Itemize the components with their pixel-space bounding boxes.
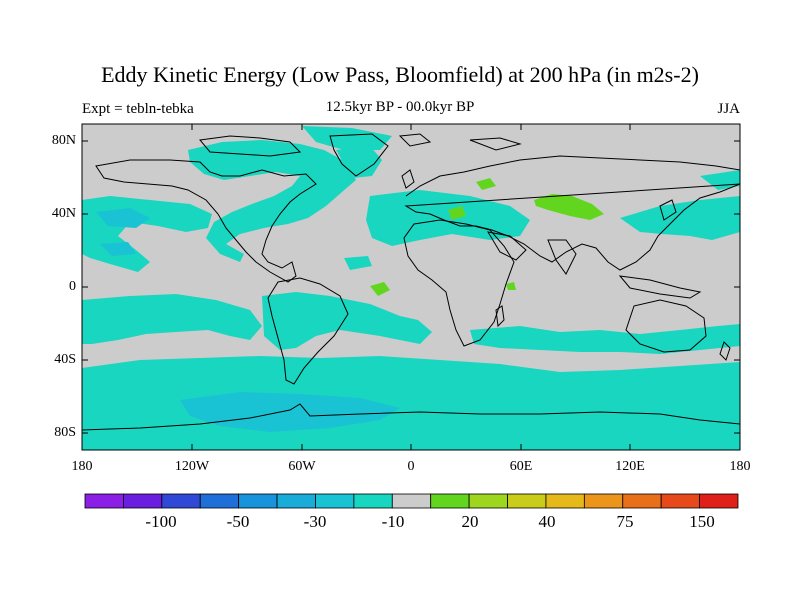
coastline-south-america bbox=[267, 277, 349, 385]
coastline-greenland bbox=[329, 133, 389, 177]
y-axis-ticks bbox=[82, 140, 740, 434]
colorbar-swatch bbox=[507, 493, 547, 509]
anomaly-region-south-america bbox=[262, 292, 432, 350]
colorbar-label: -100 bbox=[145, 512, 177, 531]
y-tick-label: 80S bbox=[54, 425, 76, 440]
x-tick-label: 120E bbox=[615, 459, 645, 474]
y-tick-label: 40N bbox=[51, 206, 76, 221]
y-tick-label: 80N bbox=[51, 133, 76, 148]
colorbar-swatch bbox=[699, 493, 739, 509]
colorbar-swatch bbox=[391, 493, 432, 509]
coastline-antarctica bbox=[82, 403, 740, 431]
colorbar-label: 40 bbox=[538, 512, 556, 531]
coastline-madagascar bbox=[495, 305, 505, 328]
colorbar-swatch bbox=[583, 493, 624, 509]
colorbar-label: 75 bbox=[616, 512, 634, 531]
x-tick-label: 180 bbox=[729, 459, 751, 474]
anomaly-region-atlantic-small bbox=[344, 256, 372, 270]
y-tick-label: 0 bbox=[69, 279, 76, 294]
x-tick-label: 60E bbox=[509, 459, 533, 474]
colorbar-swatch bbox=[430, 493, 470, 509]
x-axis-ticks bbox=[191, 124, 631, 450]
anomaly-region-greenland bbox=[336, 146, 382, 178]
strong-anomaly-region-north-pacific-south bbox=[100, 242, 136, 256]
colorbar bbox=[84, 493, 739, 509]
colorbar-swatch bbox=[468, 493, 508, 509]
strong-anomaly-region-antarctic bbox=[180, 392, 400, 432]
coastline-north-america bbox=[95, 159, 317, 283]
strong-anomaly-region-west-pacific bbox=[96, 208, 150, 228]
colorbar-swatch bbox=[238, 493, 278, 509]
coastline-new-zealand bbox=[719, 341, 731, 361]
page-title: Eddy Kinetic Energy (Low Pass, Bloomfiel… bbox=[101, 62, 699, 87]
x-tick-label: 120W bbox=[174, 459, 210, 474]
x-tick-label: 60W bbox=[288, 459, 316, 474]
coastline-africa bbox=[403, 219, 515, 347]
colorbar-label: 20 bbox=[461, 512, 479, 531]
positive-region-mediterranean bbox=[448, 206, 466, 220]
coastline-australia bbox=[625, 299, 707, 353]
strong-negative-regions bbox=[96, 208, 400, 432]
coastline-arabia bbox=[487, 231, 527, 261]
colorbar-swatch bbox=[660, 493, 700, 509]
positive-region-equatorial-atlantic bbox=[370, 282, 390, 296]
x-tick-label: 0 bbox=[407, 459, 415, 474]
period-label: 12.5kyr BP - 00.0kyr BP bbox=[325, 99, 475, 115]
colorbar-swatch bbox=[545, 493, 585, 509]
y-tick-label: 40S bbox=[54, 352, 76, 367]
anomaly-region-tropical-pacific bbox=[82, 294, 262, 344]
colorbar-label: -30 bbox=[303, 512, 327, 531]
coastline-india bbox=[547, 239, 577, 275]
anomaly-region-north-america bbox=[188, 140, 356, 262]
anomaly-region-arctic bbox=[302, 126, 392, 150]
anomaly-region-asia-pacific bbox=[620, 196, 740, 240]
colorbar-swatch bbox=[315, 493, 355, 509]
colorbar-swatch bbox=[161, 493, 201, 509]
season-label: JJA bbox=[717, 101, 740, 117]
coastline-europe-asia bbox=[404, 155, 740, 271]
colorbar-label: 150 bbox=[689, 512, 715, 531]
positive-anomaly-regions bbox=[370, 178, 604, 296]
map-plot-area bbox=[82, 124, 740, 450]
coastline-uk bbox=[401, 169, 415, 189]
x-tick-label: 180 bbox=[71, 459, 93, 474]
positive-region-africa bbox=[506, 282, 516, 290]
positive-region-central-asia bbox=[534, 194, 604, 220]
colorbar-label: -10 bbox=[381, 512, 405, 531]
colorbar-swatch bbox=[353, 493, 393, 509]
colorbar-swatch bbox=[199, 493, 240, 509]
coastline-arctic-islands bbox=[199, 133, 522, 157]
anomaly-region-southern-ocean bbox=[82, 356, 740, 450]
negative-anomaly-regions bbox=[82, 126, 740, 450]
experiment-label: Expt = tebln-tebka bbox=[82, 101, 194, 117]
positive-region-east-europe bbox=[476, 178, 496, 190]
colorbar-swatch bbox=[123, 493, 163, 509]
colorbar-swatch bbox=[84, 493, 124, 509]
coastline-japan bbox=[659, 199, 677, 221]
colorbar-swatch bbox=[276, 493, 316, 509]
colorbar-swatch bbox=[622, 493, 662, 509]
colorbar-label: -50 bbox=[226, 512, 250, 531]
anomaly-region-south-indian-ocean bbox=[470, 324, 740, 354]
coastlines bbox=[82, 133, 740, 431]
coastline-maritime-continent bbox=[618, 275, 702, 299]
